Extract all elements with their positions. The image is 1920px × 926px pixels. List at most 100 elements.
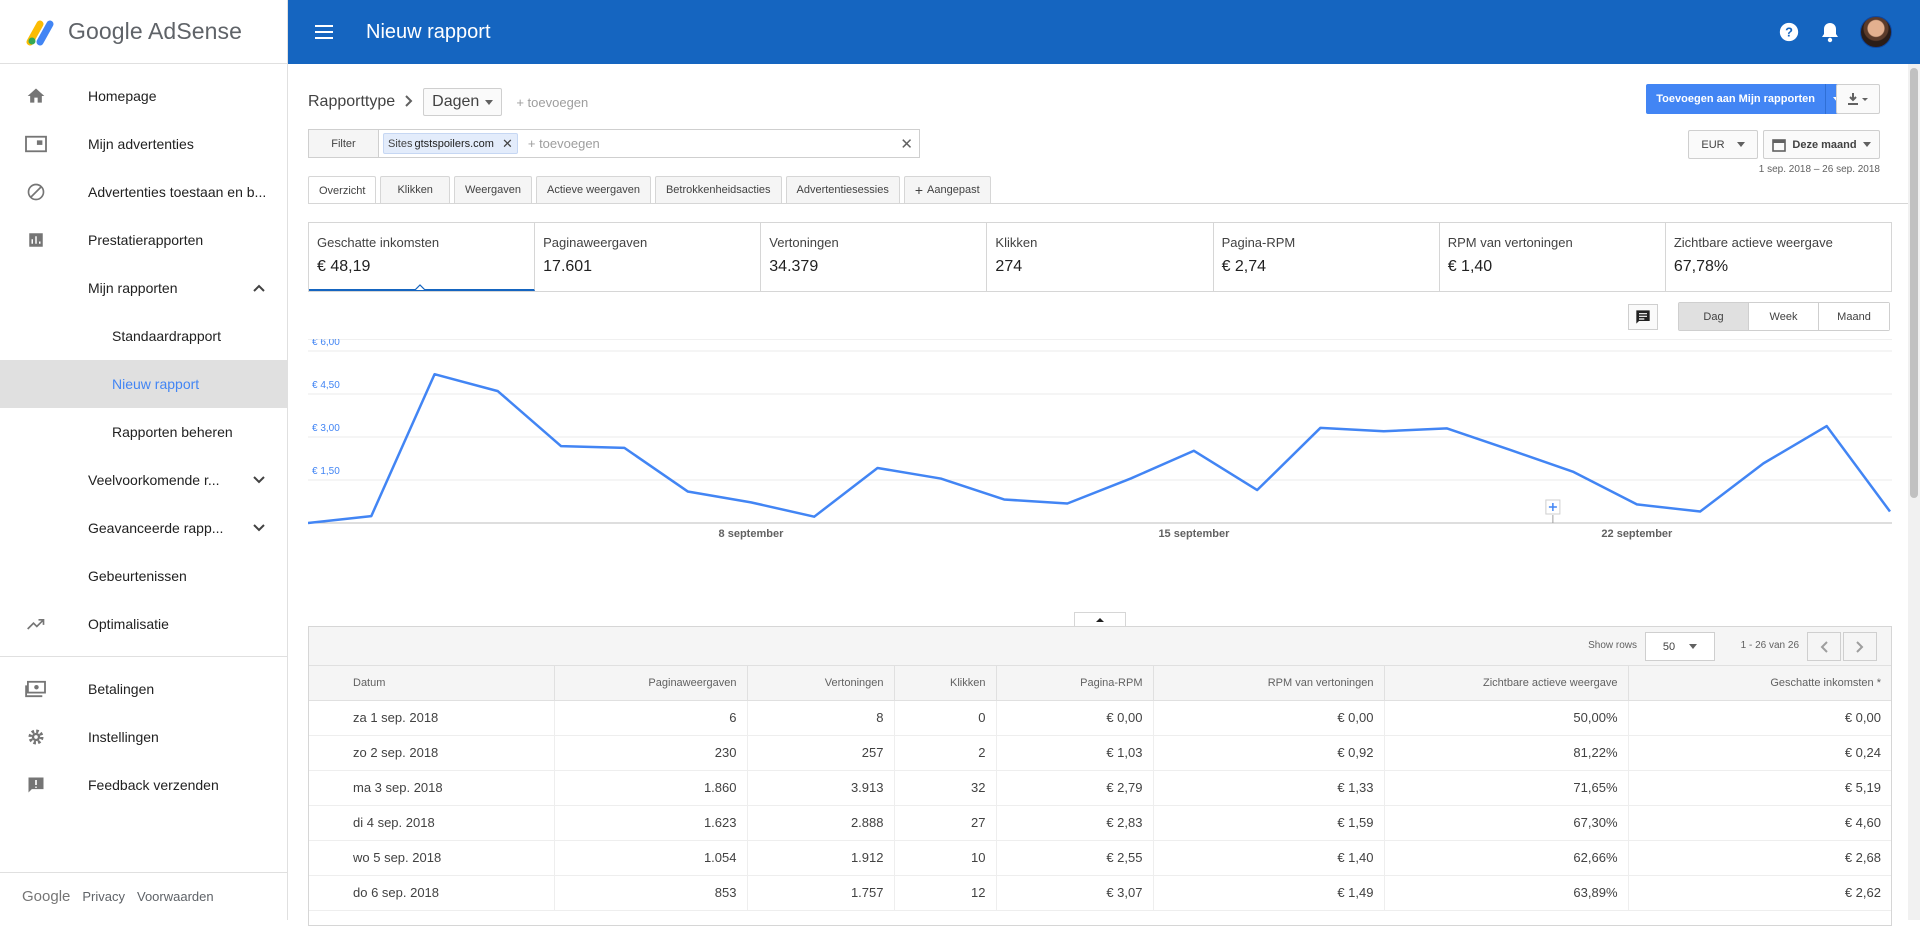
data-point[interactable]	[433, 373, 436, 376]
data-point[interactable]	[1003, 498, 1006, 501]
metric-active-view[interactable]: Zichtbare actieve weergave 67,78%	[1666, 223, 1891, 291]
data-point[interactable]	[1256, 489, 1259, 492]
data-point[interactable]	[686, 490, 689, 493]
tab-advertentiesessies[interactable]: Advertentiesessies	[785, 176, 900, 203]
metric-estimated-earnings[interactable]: Geschatte inkomsten € 48,19	[309, 223, 536, 291]
period-dropdown[interactable]: Deze maand	[1763, 130, 1880, 159]
data-point[interactable]	[1192, 449, 1195, 452]
data-point[interactable]	[1129, 477, 1132, 480]
download-button[interactable]	[1836, 84, 1880, 114]
sidebar-item-nieuw-rapport[interactable]: Nieuw rapport	[0, 360, 287, 408]
data-point[interactable]	[1825, 425, 1828, 428]
sidebar-item-advertenties-toestaan[interactable]: Advertenties toestaan en b...	[0, 168, 287, 216]
data-point[interactable]	[1699, 510, 1702, 513]
notifications-icon[interactable]	[1820, 21, 1840, 43]
data-point[interactable]	[1446, 427, 1449, 430]
table-row[interactable]: do 6 sep. 2018 853 1.757 12 € 3,07 € 1,4…	[309, 875, 1891, 911]
add-to-my-reports-button[interactable]: Toevoegen aan Mijn rapporten	[1646, 84, 1848, 114]
help-icon[interactable]: ?	[1778, 21, 1800, 43]
filter-add-input[interactable]: + toevoegen	[527, 136, 600, 151]
sidebar-item-instellingen[interactable]: Instellingen	[0, 713, 287, 761]
data-point[interactable]	[749, 501, 752, 504]
cell-date: do 6 sep. 2018	[309, 875, 555, 911]
data-point[interactable]	[496, 390, 499, 393]
data-point[interactable]	[1066, 502, 1069, 505]
column-header[interactable]: Geschatte inkomsten *	[1628, 666, 1891, 701]
data-point[interactable]	[560, 445, 563, 448]
table-row[interactable]: ma 3 sep. 2018 1.860 3.913 32 € 2,79 € 1…	[309, 770, 1891, 806]
data-point[interactable]	[939, 477, 942, 480]
data-point[interactable]	[1635, 503, 1638, 506]
terms-link[interactable]: Voorwaarden	[137, 889, 214, 904]
next-page-button[interactable]	[1843, 632, 1877, 661]
table-row[interactable]: zo 2 sep. 2018 230 257 2 € 1,03 € 0,92 8…	[309, 735, 1891, 771]
data-point[interactable]	[1382, 430, 1385, 433]
sidebar-item-standaardrapport[interactable]: Standaardrapport	[0, 312, 287, 360]
granularity-month-button[interactable]: Maand	[1819, 303, 1889, 330]
tab-klikken[interactable]: Klikken	[380, 176, 450, 203]
filter-chip[interactable]: Sites gtstspoilers.com ✕	[383, 133, 518, 154]
data-point[interactable]	[1319, 426, 1322, 429]
sidebar-item-optimalisatie[interactable]: Optimalisatie	[0, 600, 287, 648]
column-header[interactable]: Klikken	[894, 666, 997, 701]
clear-filters-icon[interactable]: ✕	[900, 136, 913, 153]
data-point[interactable]	[1889, 510, 1892, 513]
data-point[interactable]	[1572, 470, 1575, 473]
chevron-down-icon[interactable]	[247, 468, 271, 492]
chevron-up-icon[interactable]	[247, 276, 271, 300]
data-point[interactable]	[623, 446, 626, 449]
menu-icon[interactable]	[312, 20, 336, 44]
column-header[interactable]: Datum	[309, 666, 555, 701]
table-row[interactable]: di 4 sep. 2018 1.623 2.888 27 € 2,83 € 1…	[309, 805, 1891, 841]
table-row[interactable]: za 1 sep. 2018 6 8 0 € 0,00 € 0,00 50,00…	[309, 700, 1891, 736]
brand[interactable]: Google AdSense	[0, 0, 287, 64]
granularity-week-button[interactable]: Week	[1749, 303, 1819, 330]
column-header[interactable]: Paginaweergaven	[554, 666, 748, 701]
add-dimension-link[interactable]: + toevoegen	[516, 94, 589, 110]
sidebar-item-homepage[interactable]: Homepage	[0, 72, 287, 120]
currency-dropdown[interactable]: EUR	[1688, 130, 1758, 159]
tab-weergaven[interactable]: Weergaven	[453, 176, 532, 203]
data-point[interactable]	[876, 466, 879, 469]
metric-impressions[interactable]: Vertoningen 34.379	[761, 223, 988, 291]
sidebar-item-geavanceerde[interactable]: Geavanceerde rapp...	[0, 504, 287, 552]
sidebar-item-mijn-rapporten[interactable]: Mijn rapporten	[0, 264, 287, 312]
chevron-down-icon[interactable]	[247, 516, 271, 540]
annotation-button[interactable]	[1628, 304, 1658, 330]
metric-impression-rpm[interactable]: RPM van vertoningen € 1,40	[1440, 223, 1666, 291]
tab-aangepast[interactable]: + Aangepast	[903, 176, 991, 203]
tab-actieve-weergaven[interactable]: Actieve weergaven	[536, 176, 651, 203]
column-header[interactable]: Pagina-RPM	[996, 666, 1154, 701]
granularity-day-button[interactable]: Dag	[1679, 303, 1749, 330]
sidebar-item-mijn-advertenties[interactable]: Mijn advertenties	[0, 120, 287, 168]
data-point[interactable]	[813, 515, 816, 518]
rows-per-page-dropdown[interactable]: 50	[1645, 632, 1715, 661]
tab-betrokkenheidsacties[interactable]: Betrokkenheidsacties	[654, 176, 782, 203]
table-row[interactable]: wo 5 sep. 2018 1.054 1.912 10 € 2,55 € 1…	[309, 840, 1891, 876]
report-type-dropdown[interactable]: Dagen	[423, 88, 503, 116]
filter-button[interactable]: Filter	[309, 130, 379, 157]
close-icon[interactable]: ✕	[501, 135, 513, 151]
column-header[interactable]: Zichtbare actieve weergave	[1384, 666, 1629, 701]
sidebar-item-feedback[interactable]: Feedback verzenden	[0, 761, 287, 809]
scrollbar-thumb[interactable]	[1910, 68, 1918, 498]
metric-page-views[interactable]: Paginaweergaven 17.601	[535, 223, 762, 291]
column-header[interactable]: Vertoningen	[747, 666, 895, 701]
page-scrollbar[interactable]	[1908, 64, 1920, 920]
privacy-link[interactable]: Privacy	[82, 889, 125, 904]
sidebar-item-rapporten-beheren[interactable]: Rapporten beheren	[0, 408, 287, 456]
tab-overzicht[interactable]: Overzicht	[308, 176, 377, 204]
sidebar-item-gebeurtenissen[interactable]: Gebeurtenissen	[0, 552, 287, 600]
metric-page-rpm[interactable]: Pagina-RPM € 2,74	[1214, 223, 1440, 291]
sidebar-item-veelvoorkomende[interactable]: Veelvoorkomende r...	[0, 456, 287, 504]
column-header[interactable]: RPM van vertoningen	[1153, 666, 1385, 701]
collapse-chart-button[interactable]	[1074, 612, 1126, 626]
data-point[interactable]	[1509, 448, 1512, 451]
data-point[interactable]	[1762, 462, 1765, 465]
avatar[interactable]	[1860, 16, 1892, 48]
metric-clicks[interactable]: Klikken 274	[987, 223, 1214, 291]
sidebar-item-prestatierapporten[interactable]: Prestatierapporten	[0, 216, 287, 264]
prev-page-button[interactable]	[1807, 632, 1841, 661]
data-point[interactable]	[370, 515, 373, 518]
sidebar-item-betalingen[interactable]: Betalingen	[0, 665, 287, 713]
